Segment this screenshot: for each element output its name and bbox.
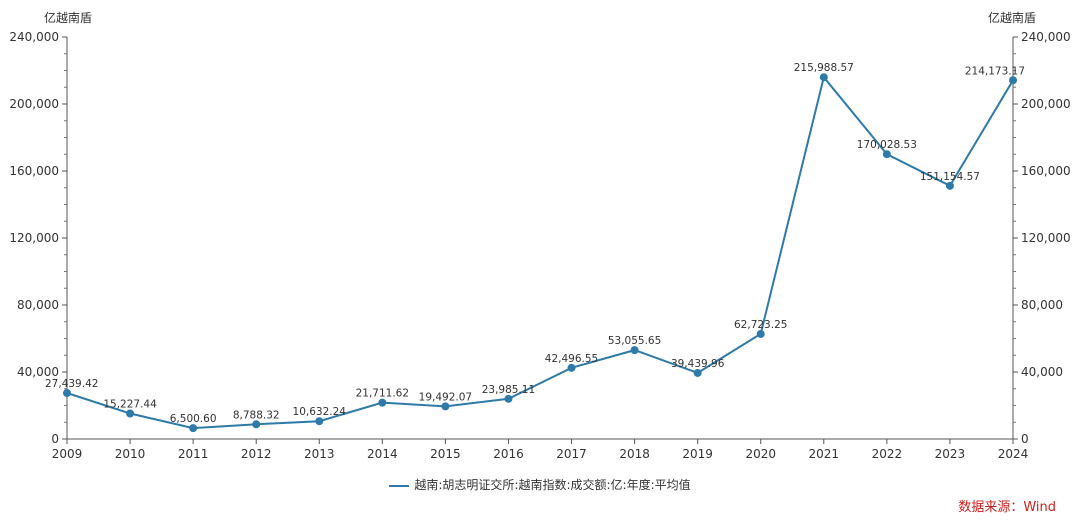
left-y-tick-label: 120,000 xyxy=(9,231,59,245)
data-point xyxy=(441,402,450,411)
data-point xyxy=(567,363,576,372)
data-point xyxy=(945,181,954,190)
data-point xyxy=(819,73,828,82)
data-point xyxy=(756,329,765,338)
legend-label: 越南:胡志明证交所:越南指数:成交额:亿:年度:平均值 xyxy=(414,478,691,492)
right-axis-unit: 亿越南盾 xyxy=(987,11,1036,25)
x-tick-label: 2019 xyxy=(682,447,713,461)
data-label: 23,985.11 xyxy=(482,384,535,396)
line-chart: 0 0 40,000 40,000 80,000 80,000 120,000 120,000… xyxy=(9,30,1071,461)
x-tick-label: 2022 xyxy=(872,447,903,461)
data-point xyxy=(252,420,261,429)
x-tick-label: 2011 xyxy=(178,447,209,461)
data-label: 6,500.60 xyxy=(170,413,217,425)
data-point xyxy=(882,150,891,159)
data-label: 215,988.57 xyxy=(794,62,854,74)
data-label: 21,711.62 xyxy=(356,388,409,400)
data-point xyxy=(693,368,702,377)
data-label: 8,788.32 xyxy=(233,409,280,421)
legend[interactable]: 越南:胡志明证交所:越南指数:成交额:亿:年度:平均值 xyxy=(0,476,1080,493)
legend-swatch xyxy=(389,484,410,487)
data-label: 19,492.07 xyxy=(419,391,472,403)
data-label: 170,028.53 xyxy=(857,139,917,151)
data-point xyxy=(504,394,513,403)
series-line xyxy=(66,75,1014,430)
x-tick-label: 2015 xyxy=(430,447,461,461)
x-tick-label: 2020 xyxy=(745,447,776,461)
data-label: 214,173.17 xyxy=(965,65,1025,77)
data-label: 53,055.65 xyxy=(608,335,661,347)
x-tick-label: 2024 xyxy=(998,447,1029,461)
left-y-tick-label: 200,000 xyxy=(9,97,59,111)
x-tick-label: 2021 xyxy=(809,447,840,461)
data-point xyxy=(378,398,387,407)
x-tick-label: 2016 xyxy=(493,447,524,461)
x-tick-label: 2010 xyxy=(115,447,146,461)
left-y-tick-label: 160,000 xyxy=(9,164,59,178)
data-point xyxy=(315,417,324,426)
right-y-tick-label: 80,000 xyxy=(1021,298,1063,312)
right-y-tick-label: 40,000 xyxy=(1021,365,1063,379)
data-label: 39,439.96 xyxy=(671,358,725,370)
right-y-tick-label: 200,000 xyxy=(1021,97,1071,111)
x-tick-label: 2009 xyxy=(52,447,83,461)
data-label: 42,496.55 xyxy=(545,353,598,365)
left-y-tick-label: 80,000 xyxy=(17,298,59,312)
data-point xyxy=(126,409,135,418)
x-tick-label: 2018 xyxy=(619,447,650,461)
data-label: 10,632.24 xyxy=(293,406,347,418)
right-y-tick-label: 0 xyxy=(1021,432,1029,446)
right-y-tick-label: 120,000 xyxy=(1021,231,1071,245)
data-label: 27,439.42 xyxy=(45,378,98,390)
x-tick-label: 2012 xyxy=(241,447,272,461)
x-tick-label: 2017 xyxy=(556,447,587,461)
x-tick-label: 2013 xyxy=(304,447,335,461)
data-label: 15,227.44 xyxy=(103,398,157,410)
data-point xyxy=(189,424,198,433)
left-y-tick-label: 0 xyxy=(51,432,59,446)
left-y-tick-label: 40,000 xyxy=(17,365,59,379)
x-tick-label: 2014 xyxy=(367,447,398,461)
data-label: 62,723.25 xyxy=(734,319,787,331)
left-axis-unit: 亿越南盾 xyxy=(44,11,93,25)
right-y-tick-label: 160,000 xyxy=(1021,164,1071,178)
data-point xyxy=(63,389,71,398)
data-label: 151,154.57 xyxy=(920,171,980,183)
x-tick-label: 2023 xyxy=(935,447,966,461)
data-point xyxy=(630,346,639,355)
data-point xyxy=(1009,76,1017,85)
source-note: 数据来源：Wind xyxy=(958,500,1056,515)
left-y-tick-label: 240,000 xyxy=(9,30,59,44)
right-y-tick-label: 240,000 xyxy=(1021,30,1071,44)
